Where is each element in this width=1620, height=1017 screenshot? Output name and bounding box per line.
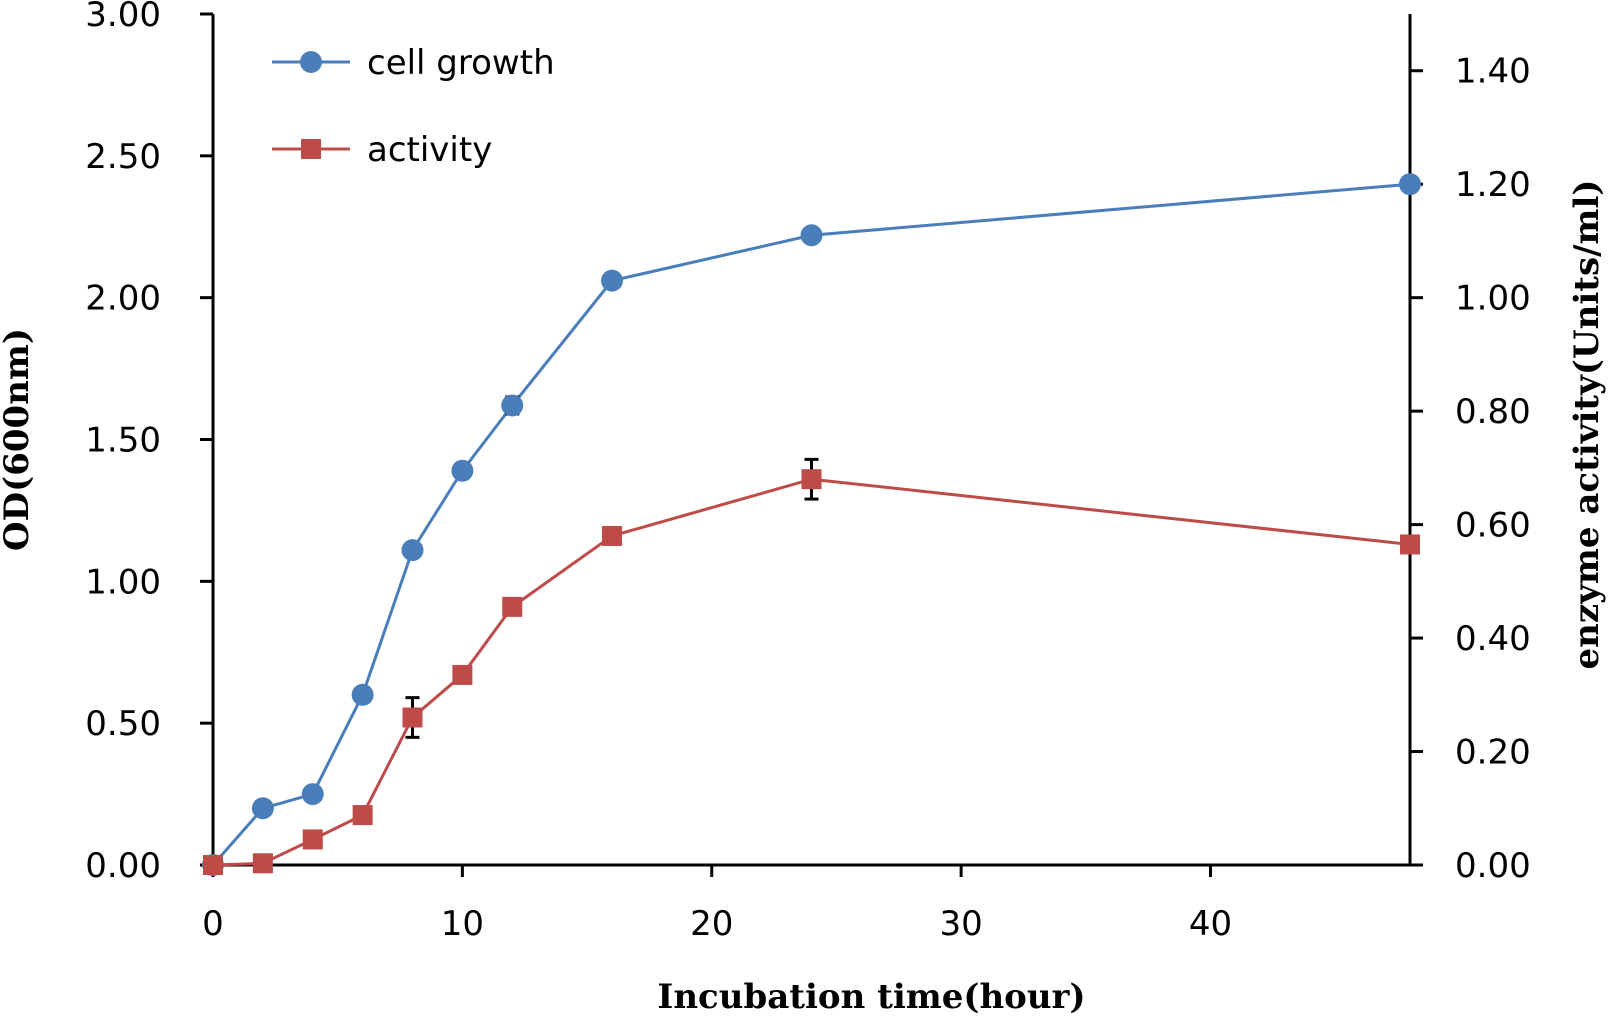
y-right-tick-label: 0.40 xyxy=(1455,619,1531,659)
y-right-tick-label: 1.00 xyxy=(1455,279,1531,319)
y-right-tick-label: 0.60 xyxy=(1455,506,1531,546)
data-point-cell-growth xyxy=(601,269,623,292)
y-left-tick-label: 0.50 xyxy=(85,704,161,744)
x-tick-label: 10 xyxy=(441,904,484,944)
data-point-activity xyxy=(801,469,822,490)
y-left-tick-label: 2.50 xyxy=(85,137,161,177)
data-point-activity xyxy=(302,829,323,850)
y-axis-left-title: OD(600nm) xyxy=(0,328,37,551)
y-right-tick-label: 0.20 xyxy=(1455,733,1531,773)
data-point-activity xyxy=(352,805,373,826)
series-layer xyxy=(202,173,1421,876)
data-point-cell-growth xyxy=(351,683,374,706)
data-point-activity xyxy=(452,664,473,685)
y-left-tick-label: 1.50 xyxy=(85,421,161,461)
legend-marker-activity xyxy=(301,139,321,159)
data-point-activity xyxy=(252,853,273,874)
x-tick-label: 0 xyxy=(202,904,224,944)
x-tick-label: 20 xyxy=(690,904,733,944)
x-tick-label: 40 xyxy=(1189,904,1232,944)
data-point-activity xyxy=(203,855,223,875)
data-point-activity xyxy=(602,525,622,546)
y-left-tick-label: 0.00 xyxy=(85,846,161,886)
data-point-cell-growth xyxy=(401,539,424,562)
x-tick-label: 30 xyxy=(939,904,982,944)
y-right-tick-label: 0.80 xyxy=(1455,392,1531,432)
legend-label-cell-growth: cell growth xyxy=(367,43,555,83)
legend-marker-cell-growth xyxy=(300,51,322,73)
y-right-tick-label: 1.40 xyxy=(1455,52,1531,92)
y-right-tick-label: 0.00 xyxy=(1455,846,1531,886)
data-point-cell-growth xyxy=(501,394,524,417)
data-point-activity xyxy=(402,707,423,728)
data-point-cell-growth xyxy=(251,797,274,820)
x-axis-title: Incubation time(hour) xyxy=(657,977,1085,1017)
y-axis-right-title: enzyme activity(Units/ml) xyxy=(1567,180,1607,670)
data-point-activity xyxy=(502,596,523,617)
data-point-activity xyxy=(1400,534,1420,555)
series-line-activity xyxy=(212,477,1411,867)
y-left-tick-label: 3.00 xyxy=(85,0,161,35)
axes: 0.00 0.50 1.00 1.50 2.00 2.50 3.00 0.00 0.20 0.40… xyxy=(85,0,1530,944)
data-point-cell-growth xyxy=(800,224,823,247)
y-right-tick-label: 1.20 xyxy=(1455,165,1531,205)
data-point-cell-growth xyxy=(1399,173,1421,196)
data-point-cell-growth xyxy=(451,459,474,482)
series-line-cell-growth xyxy=(211,182,1411,866)
data-point-cell-growth xyxy=(301,783,324,806)
legend-label-activity: activity xyxy=(367,130,492,170)
y-left-tick-label: 1.00 xyxy=(85,562,161,602)
y-left-tick-label: 2.00 xyxy=(85,279,161,319)
legend: cell growth activity xyxy=(272,43,555,170)
